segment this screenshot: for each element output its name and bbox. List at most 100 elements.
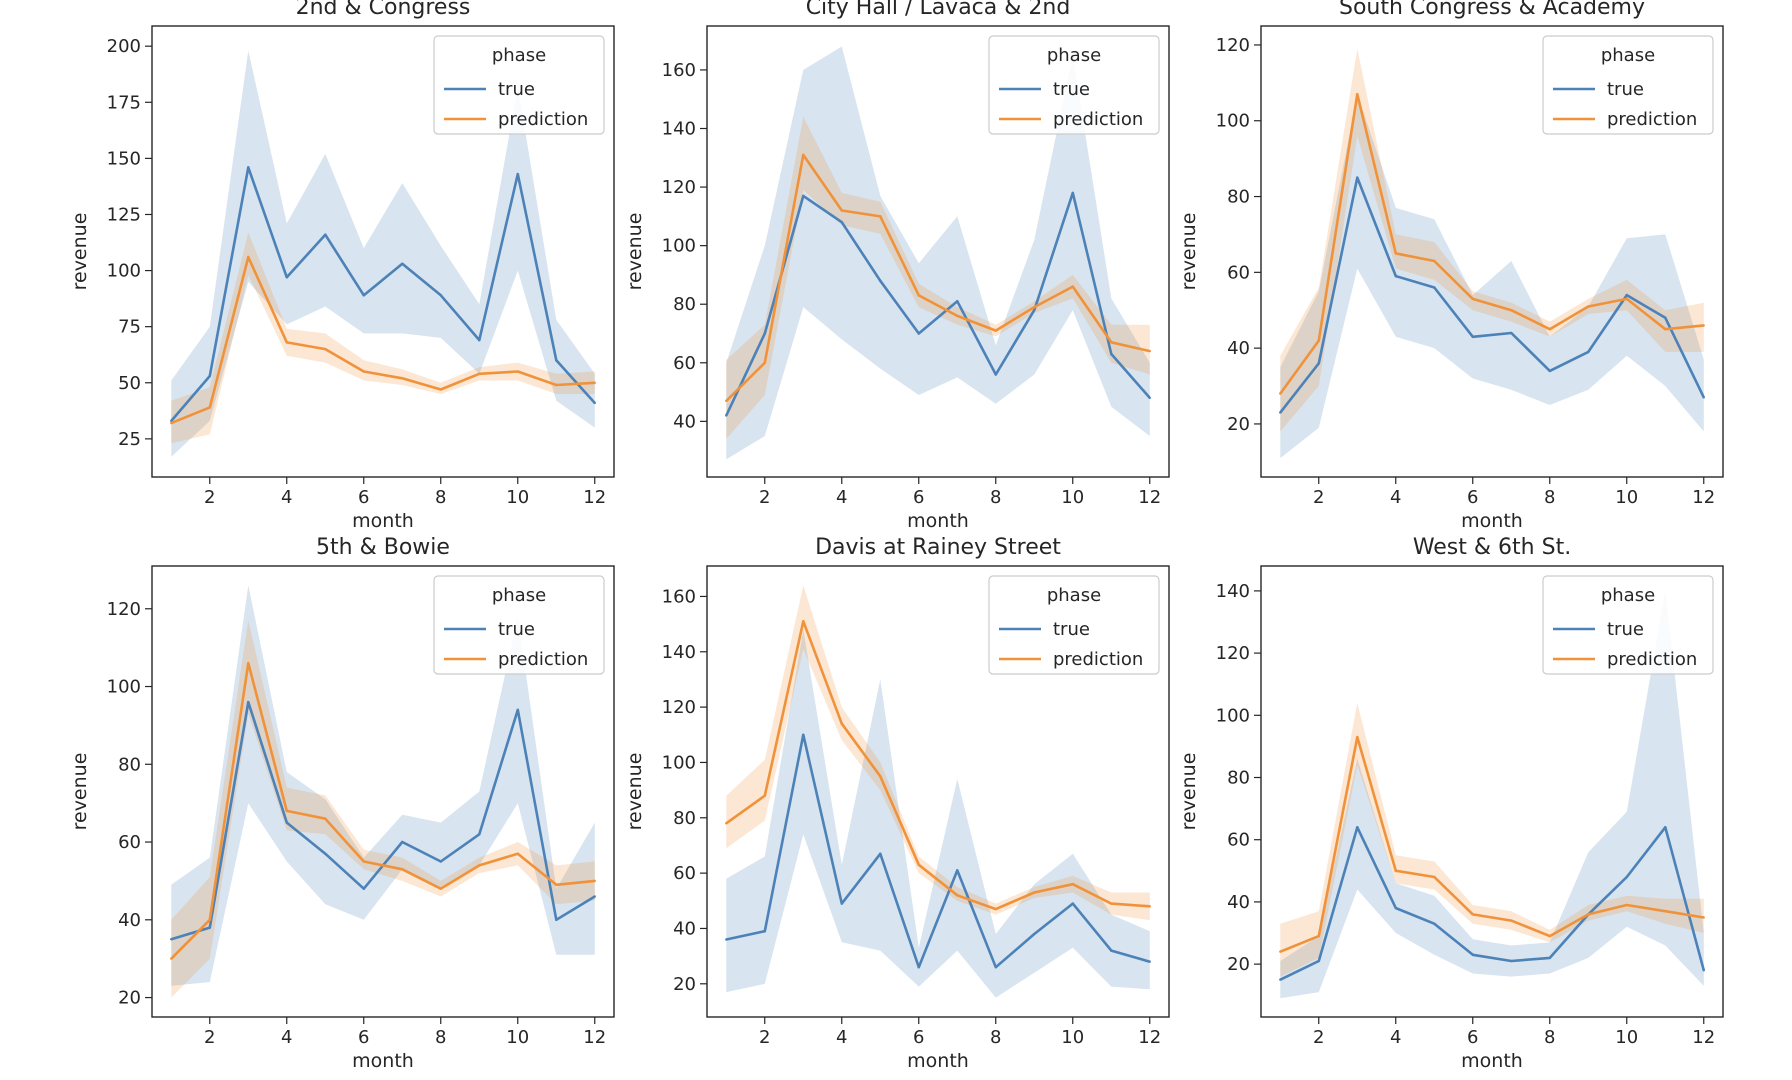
legend-title: phase <box>1601 585 1655 606</box>
x-tick-label: 2 <box>1313 487 1324 508</box>
data-point <box>1471 953 1474 956</box>
y-axis-label: revenue <box>624 753 646 831</box>
data-point <box>170 938 173 941</box>
data-point <box>439 294 442 297</box>
subplot-2: City Hall / Lavaca & 2nd 2 4 6 8 10 12 40 60 80 10… <box>624 0 1170 532</box>
data-point <box>1625 903 1628 907</box>
legend-title: phase <box>492 585 546 606</box>
data-point <box>1548 369 1551 373</box>
data-point <box>1702 396 1705 399</box>
data-point <box>1433 875 1436 879</box>
data-point <box>1148 960 1151 963</box>
x-tick-label: 8 <box>990 1027 1001 1048</box>
data-point <box>1356 176 1359 179</box>
x-tick-label: 4 <box>836 487 847 508</box>
data-point <box>840 209 843 212</box>
data-point <box>802 194 805 198</box>
y-tick-label: 60 <box>673 863 696 884</box>
data-point <box>439 388 442 391</box>
x-tick-label: 6 <box>358 1027 369 1048</box>
data-point <box>324 233 327 236</box>
axes-frame <box>1260 25 1724 478</box>
data-point <box>1110 949 1113 952</box>
x-tick-label: 2 <box>204 487 215 508</box>
x-tick-label: 4 <box>836 1027 847 1048</box>
ci-band-prediction <box>1280 702 1704 977</box>
x-tick-label: 12 <box>1138 487 1161 508</box>
data-point <box>516 172 519 176</box>
data-point <box>1510 959 1513 963</box>
y-tick-label: 20 <box>118 988 141 1009</box>
data-point <box>247 166 250 169</box>
y-tick-label: 80 <box>673 294 696 315</box>
x-tick-label: 2 <box>759 487 770 508</box>
y-tick-label: 120 <box>662 697 696 718</box>
y-tick-label: 100 <box>107 261 141 282</box>
x-tick-label: 4 <box>1390 1027 1401 1048</box>
data-point <box>1071 902 1074 905</box>
data-point <box>1394 274 1397 278</box>
data-point <box>439 860 442 863</box>
y-tick-label: 20 <box>673 974 696 995</box>
data-point <box>1433 259 1436 263</box>
data-point <box>1279 978 1282 981</box>
data-point <box>247 700 250 704</box>
data-point <box>917 294 920 297</box>
y-tick-label: 80 <box>673 808 696 829</box>
x-tick-label: 12 <box>1138 1027 1161 1048</box>
x-tick-label: 12 <box>1692 487 1715 508</box>
data-point <box>763 930 766 933</box>
data-point <box>1317 362 1320 365</box>
x-tick-label: 2 <box>204 1027 215 1048</box>
series-line-prediction <box>170 661 595 960</box>
data-point <box>208 406 211 409</box>
data-point <box>401 262 404 266</box>
x-axis-label: month <box>907 1050 969 1072</box>
y-tick-label: 40 <box>1227 338 1250 359</box>
x-tick-label: 8 <box>435 1027 446 1048</box>
data-point <box>1664 826 1667 829</box>
data-point <box>879 279 882 282</box>
ci-band-true <box>1280 590 1704 999</box>
data-point <box>1471 913 1474 916</box>
legend-title: phase <box>492 45 546 66</box>
x-tick-label: 12 <box>583 487 606 508</box>
data-point <box>763 361 766 364</box>
data-point <box>840 902 843 905</box>
data-point <box>879 852 882 855</box>
x-tick-label: 10 <box>506 487 529 508</box>
data-point <box>516 370 519 373</box>
x-tick-label: 6 <box>1467 487 1478 508</box>
data-point <box>478 833 481 836</box>
data-point <box>725 399 728 403</box>
x-tick-label: 10 <box>1615 487 1638 508</box>
data-point <box>879 775 882 778</box>
data-point <box>1702 324 1705 327</box>
data-point <box>1664 316 1667 320</box>
subplot-5: Davis at Rainey Street 2 4 6 8 10 12 20 40 60 80 10… <box>624 535 1170 1072</box>
legend-label-true: true <box>1607 619 1644 640</box>
series-line-true <box>170 166 596 422</box>
data-point <box>1148 349 1151 353</box>
data-point <box>1279 392 1282 395</box>
data-point <box>1110 341 1113 344</box>
axes-frame <box>706 25 1170 478</box>
series-line-prediction <box>725 619 1150 911</box>
x-tick-label: 8 <box>1544 487 1555 508</box>
ci-band-true <box>1280 94 1704 459</box>
y-tick-label: 60 <box>118 832 141 853</box>
subplot-title: West & 6th St. <box>1413 535 1571 560</box>
y-tick-label: 120 <box>1216 643 1250 664</box>
data-point <box>725 822 728 825</box>
y-tick-label: 160 <box>662 586 696 607</box>
data-point <box>1394 906 1397 910</box>
y-tick-label: 150 <box>107 148 141 169</box>
data-point <box>725 414 728 417</box>
data-point <box>208 374 211 378</box>
y-tick-label: 100 <box>1216 705 1250 726</box>
y-tick-label: 140 <box>662 642 696 663</box>
data-point <box>555 883 558 887</box>
data-point <box>1317 959 1320 963</box>
data-point <box>1071 882 1074 886</box>
data-point <box>1148 905 1151 908</box>
